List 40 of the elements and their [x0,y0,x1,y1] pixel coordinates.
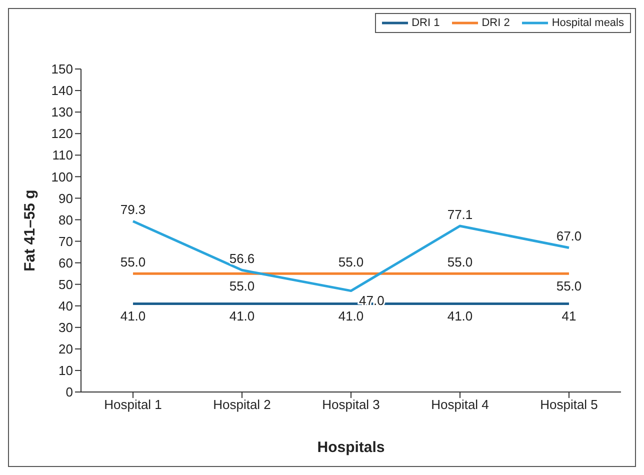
y-tick-label: 80 [58,212,73,228]
y-tick-label: 60 [58,255,73,270]
legend-label: DRI 1 [410,17,440,29]
y-tick-label: 30 [58,320,73,336]
y-tick-label: 10 [58,363,73,378]
x-tick-label: Hospital 4 [431,397,489,412]
x-tick-label: Hospital 1 [104,397,162,412]
data-label: 79.3 [120,202,146,218]
data-label: 41 [562,308,576,324]
y-tick-label: 130 [51,104,73,120]
data-label: 67.0 [556,228,582,244]
y-tick-label: 120 [51,126,73,142]
data-label: 55.0 [338,254,364,270]
legend-label: DRI 2 [480,17,510,29]
x-tick-label: Hospital 3 [322,397,380,412]
data-label: 77.1 [447,206,473,222]
y-tick-label: 70 [58,234,73,249]
y-tick-label: 90 [58,190,73,206]
data-label: 55.0 [556,278,582,294]
data-label: 41.0 [447,308,473,324]
y-tick-label: 100 [51,169,73,184]
y-tick-label: 50 [58,276,73,292]
data-label: 41.0 [120,308,146,324]
data-label: 41.0 [338,308,364,324]
data-label: 55.0 [447,254,473,270]
y-tick-label: 110 [52,148,73,163]
legend-label: Hospital meals [550,17,624,29]
y-tick-label: 0 [66,384,73,400]
data-label: 55.0 [229,278,255,294]
data-label: 41.0 [229,308,255,324]
x-axis-title: Hospitals [317,439,385,456]
data-label: 56.6 [229,251,255,266]
y-tick-label: 40 [58,298,73,314]
x-tick-label: Hospital 2 [213,397,271,412]
y-axis-title: Fat 41–55 g [21,190,38,272]
data-label: 55.0 [120,254,146,270]
y-tick-label: 150 [51,62,73,77]
x-tick-label: Hospital 5 [540,397,598,412]
y-tick-label: 140 [51,83,73,98]
y-tick-label: 20 [58,342,73,357]
